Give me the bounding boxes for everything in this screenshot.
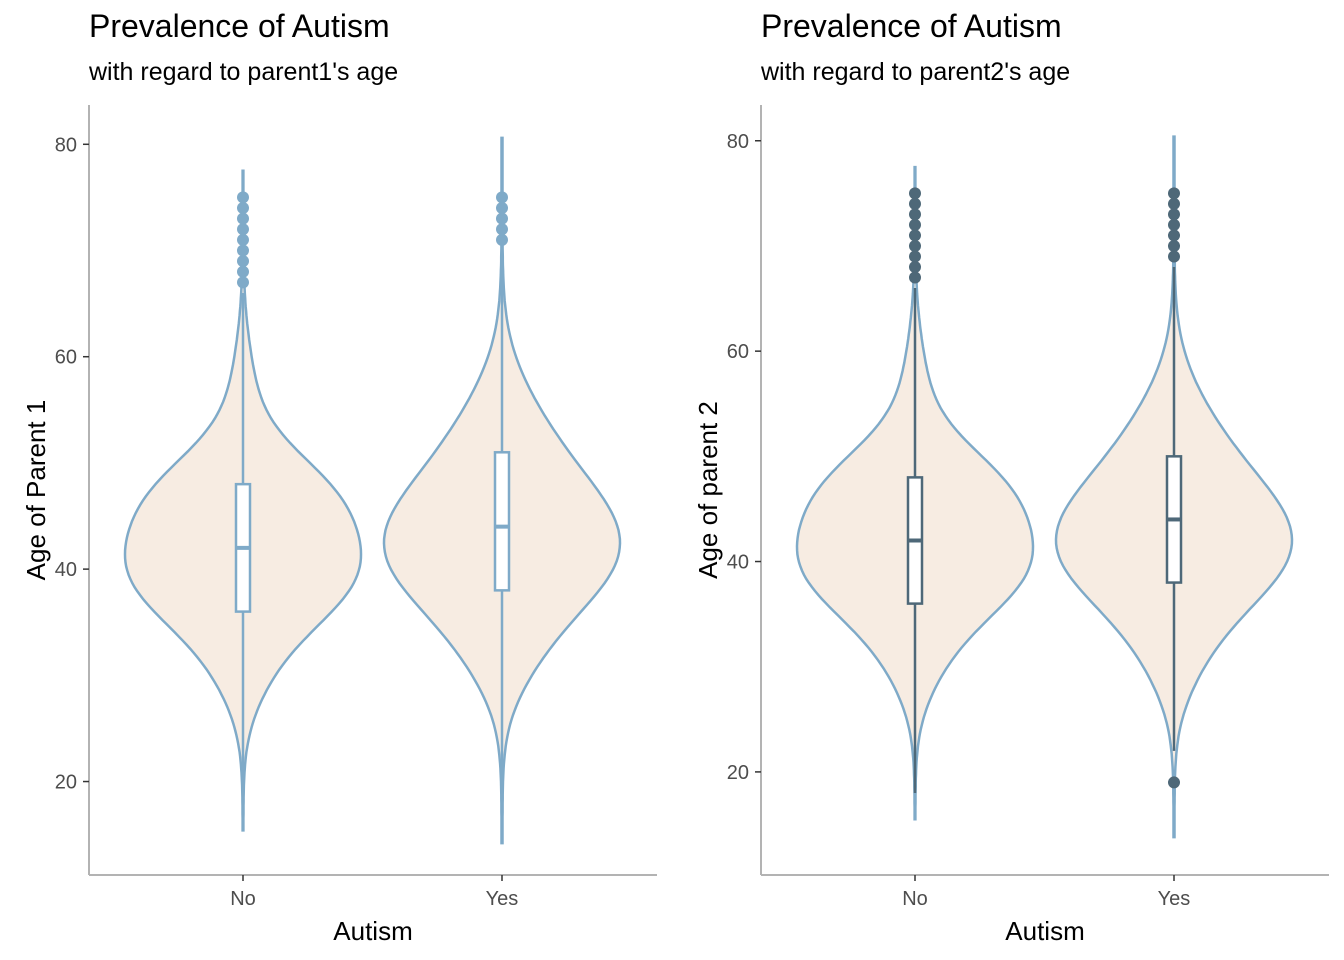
outlier-point [496, 233, 508, 246]
outlier-point [496, 223, 508, 236]
violin-plot-parent2: 20 40 60 80 No Yes Autism Age of parent 2 [693, 105, 1329, 946]
outlier-point [237, 212, 249, 225]
outlier-point [1168, 208, 1180, 221]
outlier-point [909, 229, 921, 242]
outlier-point [1168, 776, 1180, 789]
outlier-point [909, 239, 921, 252]
outlier-point [1168, 250, 1180, 263]
chart-title: Prevalence of Autism [89, 8, 390, 44]
y-axis-title: Age of parent 2 [693, 401, 723, 579]
outlier-point [909, 271, 921, 284]
x-tick-label: Yes [486, 888, 519, 910]
outlier-point [1168, 197, 1180, 210]
chart-subtitle: with regard to parent2's age [761, 58, 1071, 86]
chart-panel-parent1: Prevalence of Autism with regard to pare… [21, 8, 657, 946]
outlier-point [909, 197, 921, 210]
chart-title: Prevalence of Autism [761, 8, 1062, 44]
x-tick-label: No [902, 888, 928, 910]
y-tick-label: 40 [55, 559, 77, 581]
box-iqr [493, 451, 511, 592]
x-tick-label: Yes [1158, 888, 1191, 910]
outlier-point [237, 265, 249, 278]
outlier-point [237, 276, 249, 289]
y-tick-label: 80 [727, 131, 749, 153]
y-tick-label: 20 [55, 772, 77, 794]
outlier-point [909, 187, 921, 200]
y-tick-label: 80 [55, 134, 77, 156]
chart-subtitle: with regard to parent1's age [89, 58, 399, 86]
y-tick-label: 60 [727, 341, 749, 363]
x-axis-title: Autism [333, 916, 412, 946]
outlier-point [1168, 229, 1180, 242]
chart-panel-parent2: Prevalence of Autism with regard to pare… [672, 0, 1344, 960]
outlier-point [237, 233, 249, 246]
outlier-point [909, 208, 921, 221]
x-tick-label: No [230, 888, 256, 910]
y-tick-label: 20 [727, 762, 749, 784]
outlier-point [237, 223, 249, 236]
outlier-point [496, 202, 508, 215]
y-axis-title: Age of Parent 1 [21, 400, 51, 581]
outlier-point [496, 191, 508, 204]
outlier-point [1168, 187, 1180, 200]
y-tick-label: 60 [55, 347, 77, 369]
outlier-point [909, 250, 921, 263]
outlier-point [237, 202, 249, 215]
violin-plot-parent1: 20 40 60 80 No Yes Autism Age of Parent 1 [21, 105, 657, 946]
outlier-point [1168, 218, 1180, 231]
y-tick-label: 40 [727, 552, 749, 574]
outlier-point [496, 212, 508, 225]
outlier-point [237, 244, 249, 257]
outlier-point [909, 218, 921, 231]
outlier-point [237, 191, 249, 204]
x-axis-title: Autism [1005, 916, 1084, 946]
outlier-point [909, 260, 921, 273]
outlier-point [237, 255, 249, 268]
outlier-point [1168, 239, 1180, 252]
